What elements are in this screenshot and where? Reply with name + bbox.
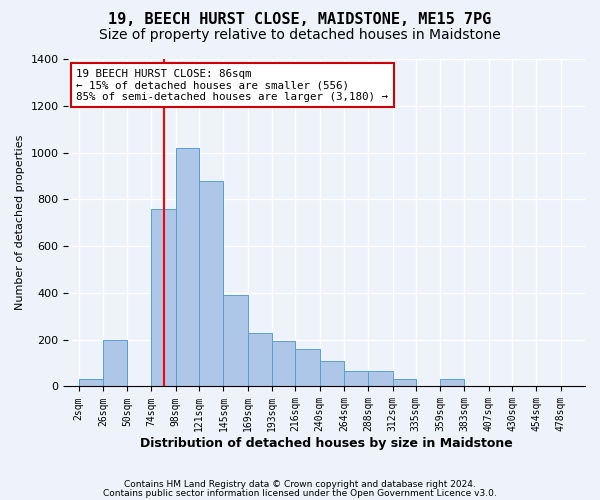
- Text: 19, BEECH HURST CLOSE, MAIDSTONE, ME15 7PG: 19, BEECH HURST CLOSE, MAIDSTONE, ME15 7…: [109, 12, 491, 28]
- Bar: [295, 349, 320, 387]
- Text: Contains public sector information licensed under the Open Government Licence v3: Contains public sector information licen…: [103, 488, 497, 498]
- Text: Size of property relative to detached houses in Maidstone: Size of property relative to detached ho…: [99, 28, 501, 42]
- Bar: [320, 360, 344, 386]
- Bar: [392, 380, 416, 386]
- Bar: [344, 372, 368, 386]
- X-axis label: Distribution of detached houses by size in Maidstone: Distribution of detached houses by size …: [140, 437, 513, 450]
- Bar: [368, 372, 392, 386]
- Bar: [440, 380, 464, 386]
- Y-axis label: Number of detached properties: Number of detached properties: [15, 135, 25, 310]
- Bar: [199, 180, 223, 386]
- Bar: [79, 380, 103, 386]
- Bar: [151, 208, 176, 386]
- Bar: [103, 340, 127, 386]
- Text: Contains HM Land Registry data © Crown copyright and database right 2024.: Contains HM Land Registry data © Crown c…: [124, 480, 476, 489]
- Bar: [248, 332, 272, 386]
- Text: 19 BEECH HURST CLOSE: 86sqm
← 15% of detached houses are smaller (556)
85% of se: 19 BEECH HURST CLOSE: 86sqm ← 15% of det…: [76, 69, 388, 102]
- Bar: [176, 148, 199, 386]
- Bar: [272, 341, 295, 386]
- Bar: [223, 295, 248, 386]
